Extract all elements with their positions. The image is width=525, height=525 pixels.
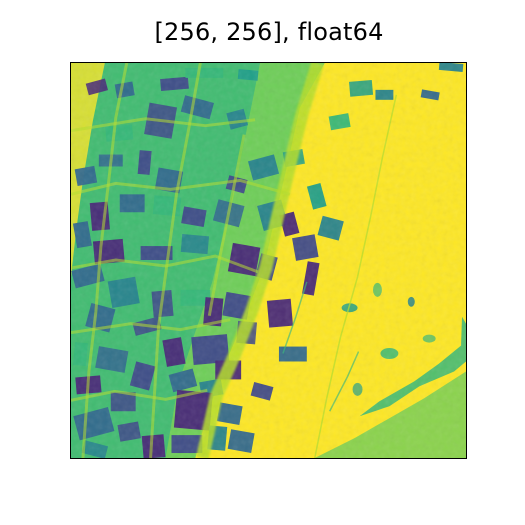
figure-title: [256, 256], float64: [154, 18, 384, 46]
raster-grain: [71, 63, 466, 458]
raster-image: [71, 63, 466, 458]
image-axes: [70, 62, 467, 459]
